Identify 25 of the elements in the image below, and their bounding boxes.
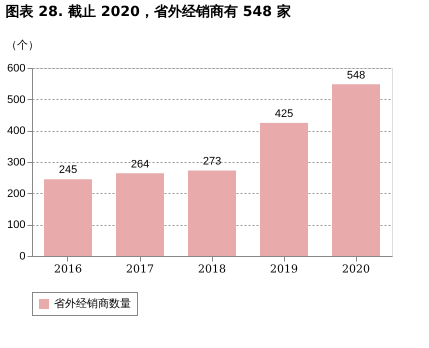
y-tick-label: 600: [7, 62, 26, 74]
y-tick-label: 300: [7, 156, 26, 168]
y-tick-label: 200: [7, 188, 26, 200]
bar: [44, 179, 92, 256]
y-tick-label: 100: [7, 219, 26, 232]
y-tick-label: 500: [7, 94, 26, 106]
x-tick-label: 2020: [342, 262, 370, 276]
bar: [260, 122, 308, 256]
legend-label: 省外经销商数量: [54, 297, 131, 310]
data-label: 548: [346, 69, 366, 82]
data-label: 245: [58, 164, 78, 176]
bar: [188, 170, 236, 256]
bar: [116, 173, 164, 256]
y-tick-label: 400: [7, 125, 26, 138]
data-label: 273: [202, 155, 222, 168]
y-tick-label: 0: [19, 250, 26, 262]
bar: [332, 84, 380, 256]
x-tick-label: 2017: [126, 262, 154, 276]
data-label: 264: [130, 158, 150, 170]
x-tick-label: 2016: [54, 262, 82, 276]
x-tick-label: 2019: [270, 262, 298, 276]
chart-title: 图表 28. 截止 2020，省外经销商有 548 家: [6, 3, 291, 20]
data-label: 425: [274, 108, 294, 120]
x-tick-label: 2018: [198, 262, 226, 276]
y-axis-title: （个）: [6, 38, 39, 52]
